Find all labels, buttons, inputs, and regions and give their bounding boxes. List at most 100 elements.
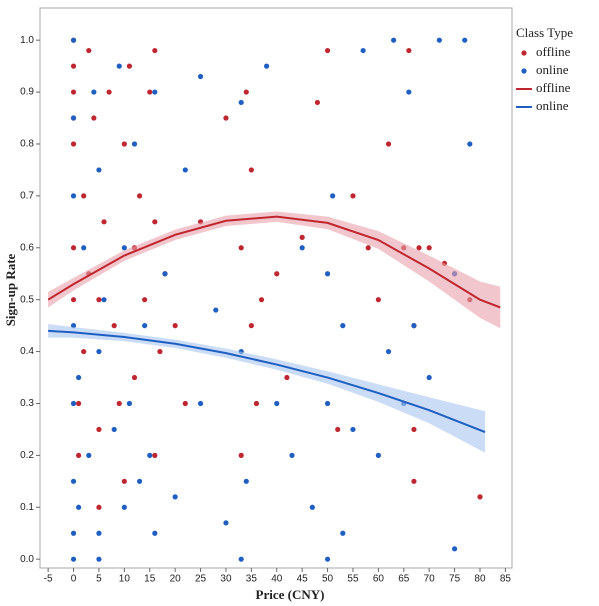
point	[106, 89, 112, 95]
point	[324, 271, 331, 277]
y-tick-label: 0.5	[20, 294, 34, 305]
legend-label: online	[536, 98, 569, 113]
point	[152, 89, 158, 95]
x-tick-label: 60	[373, 574, 385, 585]
point	[152, 47, 158, 54]
point	[365, 245, 371, 251]
point	[91, 115, 97, 121]
y-tick-label: 0.7	[20, 191, 34, 202]
x-tick-label: 45	[297, 574, 309, 585]
point	[152, 530, 158, 536]
fit-line	[47, 215, 501, 309]
point	[467, 141, 473, 147]
point	[243, 478, 249, 484]
point	[136, 478, 143, 484]
point	[350, 193, 356, 199]
point	[416, 245, 422, 251]
x-tick-label: 55	[347, 574, 359, 585]
point	[70, 245, 77, 251]
fit-line	[48, 329, 486, 433]
point	[238, 452, 244, 458]
point	[116, 63, 122, 69]
point	[126, 63, 133, 69]
point	[76, 504, 82, 510]
point	[142, 323, 148, 329]
point	[76, 374, 82, 381]
point	[375, 297, 381, 303]
point	[70, 193, 77, 199]
point	[411, 323, 417, 329]
point	[96, 426, 102, 433]
point	[162, 271, 168, 277]
point	[172, 323, 178, 329]
point	[96, 297, 102, 303]
point	[126, 400, 133, 407]
y-axis-label: Sign-up Rate	[3, 253, 18, 326]
point	[248, 323, 254, 329]
point	[324, 400, 331, 407]
point	[136, 193, 143, 199]
point	[70, 63, 77, 69]
point	[152, 452, 158, 458]
point	[81, 193, 87, 199]
point	[223, 520, 229, 526]
point	[70, 141, 77, 147]
point	[172, 494, 178, 500]
x-tick-label: 30	[220, 574, 232, 585]
point	[264, 63, 270, 69]
x-tick-label: 35	[246, 574, 258, 585]
legend-label: offline	[536, 44, 571, 59]
y-tick-label: 0.8	[20, 139, 34, 150]
point	[223, 115, 229, 121]
y-tick-label: 0.3	[20, 398, 34, 409]
point	[70, 37, 77, 43]
point	[406, 47, 412, 54]
point	[147, 89, 153, 95]
point	[70, 89, 77, 95]
point	[451, 546, 458, 552]
point	[477, 494, 483, 500]
point	[131, 141, 138, 147]
point	[81, 348, 87, 355]
legend-title: Class Type	[516, 25, 573, 40]
x-tick-label: 75	[449, 574, 461, 585]
point	[309, 504, 315, 510]
point	[340, 530, 346, 536]
point	[121, 245, 127, 251]
x-tick-label: 40	[271, 574, 283, 585]
point	[360, 47, 366, 54]
point	[238, 556, 244, 562]
plot-frame	[39, 7, 513, 569]
point	[131, 374, 138, 381]
point	[289, 452, 295, 458]
point	[243, 89, 249, 95]
point	[299, 245, 305, 251]
point	[350, 426, 356, 433]
y-tick-label: 0.2	[20, 450, 34, 461]
point	[147, 452, 153, 458]
confidence-band	[48, 324, 486, 453]
y-tick-label: 0.4	[20, 346, 34, 357]
point	[330, 193, 336, 199]
point	[76, 400, 82, 407]
point	[258, 297, 265, 303]
point	[335, 426, 341, 433]
point	[299, 234, 305, 240]
point	[121, 141, 127, 147]
legend-marker	[521, 50, 527, 56]
y-tick-label: 0.0	[20, 554, 34, 565]
point	[96, 530, 102, 536]
point	[96, 556, 102, 562]
point	[70, 556, 77, 562]
x-tick-label: 25	[195, 574, 207, 585]
point	[121, 504, 127, 510]
point	[391, 37, 397, 43]
point	[375, 452, 381, 458]
point	[91, 89, 97, 95]
point	[116, 400, 122, 407]
point	[253, 400, 260, 407]
point	[81, 245, 87, 251]
point	[284, 374, 290, 381]
